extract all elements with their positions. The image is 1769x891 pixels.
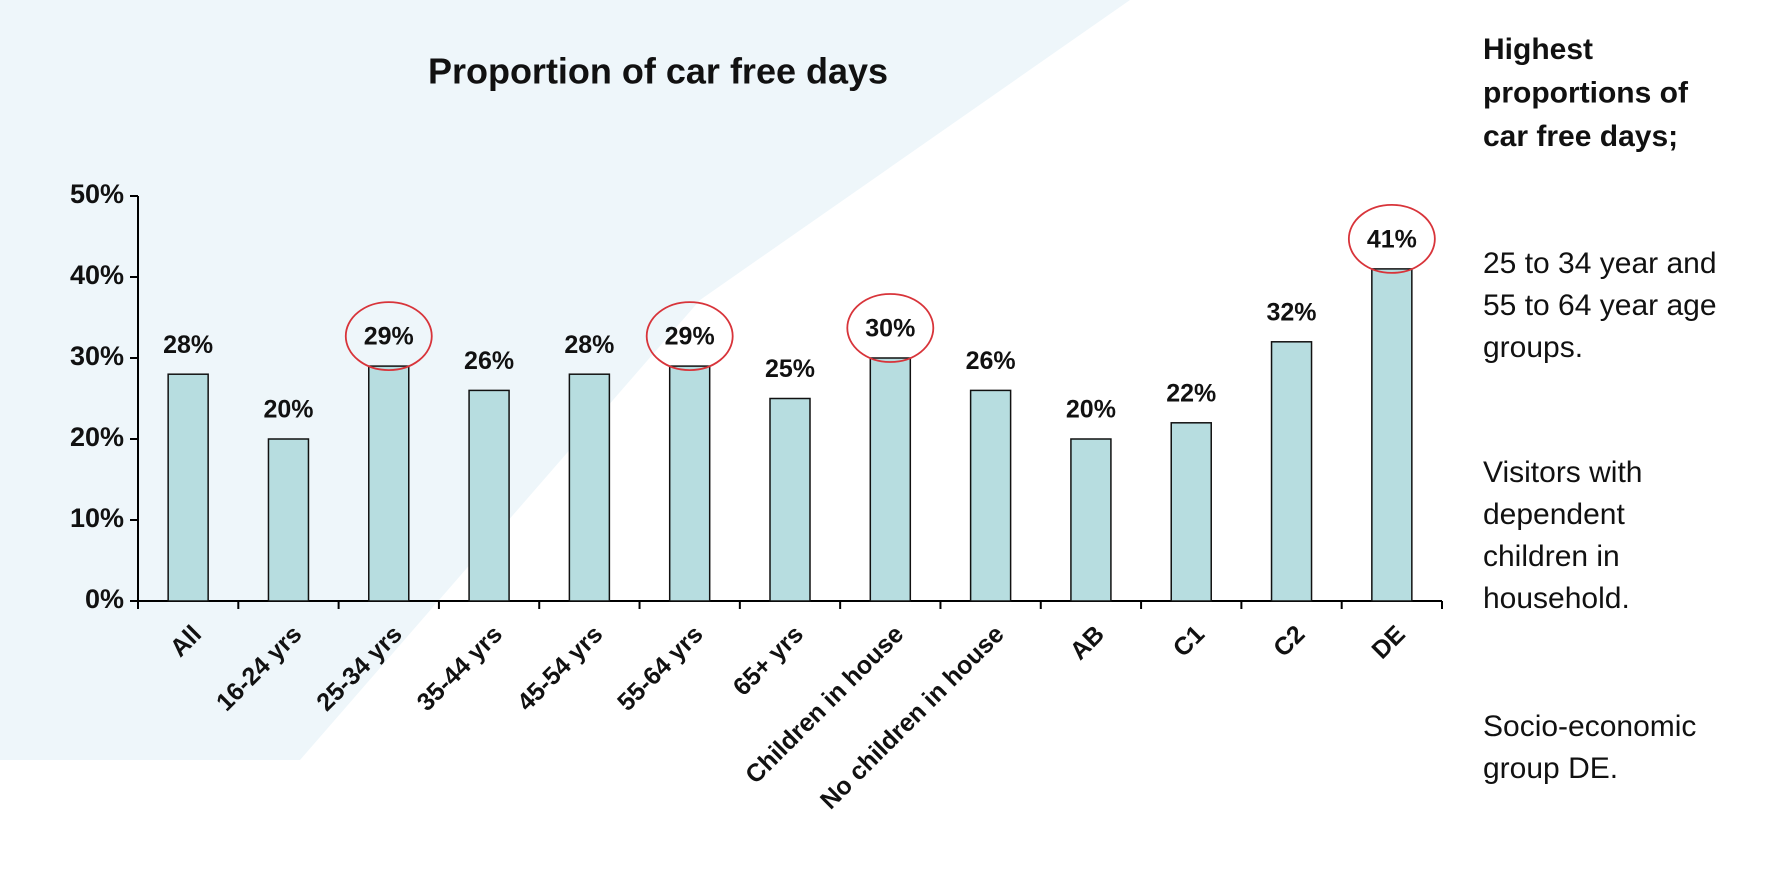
highlight-circle: [1347, 203, 1436, 274]
side-note: dependent: [1483, 498, 1625, 531]
side-note: Visitors with: [1483, 456, 1643, 489]
y-tick-label: 40%: [70, 260, 124, 290]
y-tick-label: 0%: [85, 584, 124, 614]
value-label: 28%: [163, 331, 213, 359]
x-tick-label: C2: [1268, 620, 1310, 662]
value-label: 30%: [865, 315, 915, 343]
side-note: household.: [1483, 582, 1630, 615]
x-tick-label: 45-54 yrs: [512, 620, 608, 716]
y-tick-label: 30%: [70, 341, 124, 371]
side-note: Socio-economic: [1483, 710, 1696, 743]
side-note: 55 to 64 year age: [1483, 289, 1717, 322]
bar: [368, 365, 410, 602]
value-label: 22%: [1166, 379, 1216, 407]
side-heading: car free days;: [1483, 120, 1678, 153]
value-label: 25%: [765, 355, 815, 383]
highlight-circle: [645, 301, 734, 372]
bar: [267, 438, 310, 602]
side-note: 25 to 34 year and: [1483, 247, 1717, 280]
value-label: 28%: [564, 331, 614, 359]
bar: [167, 373, 209, 602]
side-note: group DE.: [1483, 752, 1618, 785]
chart-title: Proportion of car free days: [428, 51, 888, 92]
bar: [1170, 422, 1212, 602]
bar: [1270, 341, 1313, 602]
value-label: 29%: [364, 323, 414, 351]
value-label: 29%: [665, 323, 715, 351]
bar: [668, 365, 711, 602]
bar: [769, 397, 811, 602]
x-tick-label: 55-64 yrs: [612, 620, 708, 716]
side-note: groups.: [1483, 331, 1583, 364]
x-tick-label: 35-44 yrs: [412, 620, 508, 716]
x-tick-label: 65+ yrs: [728, 620, 809, 701]
side-heading: Highest: [1483, 33, 1593, 66]
value-label: 41%: [1367, 226, 1417, 254]
side-note: children in: [1483, 540, 1620, 573]
bar: [869, 357, 912, 602]
y-tick-label: 20%: [70, 422, 124, 452]
bar: [1070, 438, 1112, 602]
x-tick-label: AB: [1065, 620, 1110, 665]
x-tick-label: No children in house: [815, 620, 1010, 815]
y-tick-label: 10%: [70, 503, 124, 533]
highlight-circle: [344, 301, 433, 372]
side-heading: proportions of: [1483, 76, 1689, 109]
value-label: 26%: [966, 347, 1016, 375]
value-label: 26%: [464, 347, 514, 375]
bar: [468, 389, 510, 602]
x-tick-label: DE: [1366, 620, 1410, 664]
bar: [568, 373, 611, 602]
bar: [1371, 268, 1413, 602]
highlight-circle: [846, 293, 935, 363]
bar: [969, 389, 1012, 602]
value-label: 20%: [1066, 396, 1116, 424]
value-label: 32%: [1267, 298, 1317, 326]
value-label: 20%: [263, 396, 313, 424]
x-tick-label: C1: [1168, 620, 1210, 662]
y-tick-label: 50%: [70, 179, 124, 209]
